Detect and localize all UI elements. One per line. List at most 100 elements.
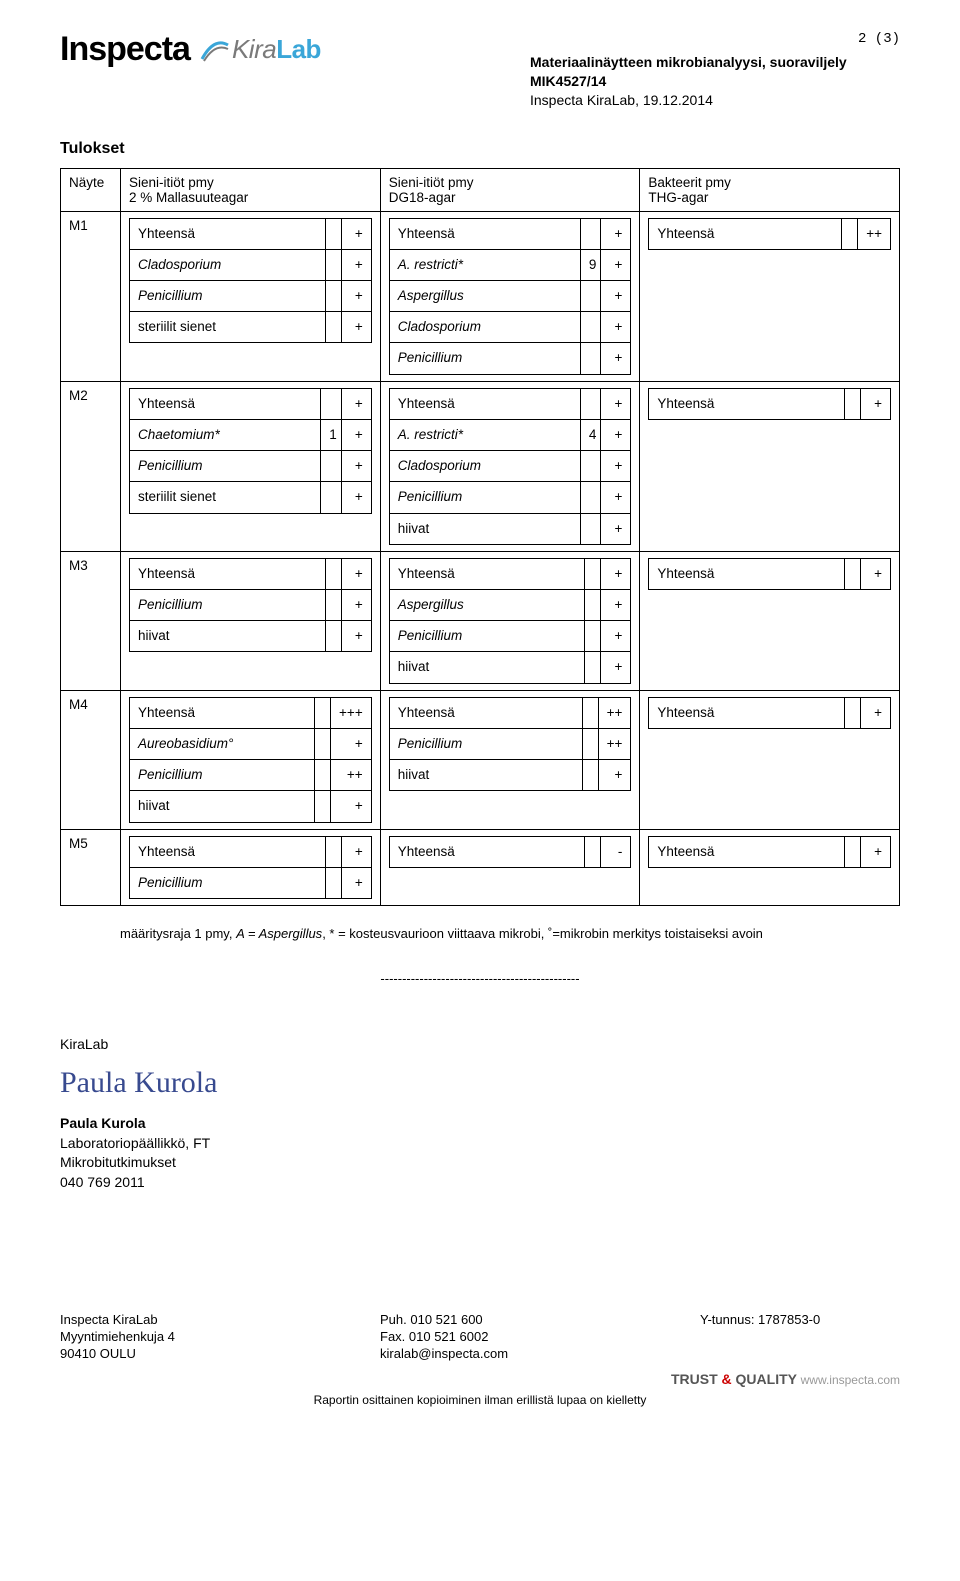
entry-value: + xyxy=(341,218,371,249)
entry-label: steriilit sienet xyxy=(129,312,325,343)
entry-value: + xyxy=(601,513,631,544)
th-col2b: DG18-agar xyxy=(389,190,456,205)
header: Inspecta KiraLab 2 (3) Materiaalinäyttee… xyxy=(60,30,900,110)
entry-count xyxy=(580,218,601,249)
trust-url: www.inspecta.com xyxy=(801,1373,900,1387)
entry-label: Yhteensä xyxy=(389,218,580,249)
signature-image: Paula Kurola xyxy=(60,1066,900,1100)
entry-value: + xyxy=(341,867,371,898)
footer-left-1: Myyntimiehenkuja 4 xyxy=(60,1329,260,1346)
entry-value: + xyxy=(861,388,891,419)
entry-value: ++ xyxy=(858,218,891,249)
entry-label: Yhteensä xyxy=(389,836,585,867)
entry-value: + xyxy=(601,482,631,513)
entry-value: + xyxy=(601,388,631,419)
entry-label: Aureobasidium° xyxy=(129,728,314,759)
cell-c2: Yhteensä+A. restricti*9+Aspergillus+Clad… xyxy=(380,211,640,381)
entry-count xyxy=(325,218,341,249)
th-col2a: Sieni-itiöt pmy xyxy=(389,175,474,190)
entry-count xyxy=(325,281,341,312)
entry-value: + xyxy=(598,760,631,791)
cell-c1: Yhteensä+Penicillium+ xyxy=(120,829,380,905)
entry-count xyxy=(580,388,601,419)
entry-count xyxy=(580,281,601,312)
entry-count xyxy=(582,697,598,728)
entry-count xyxy=(315,760,331,791)
entry-label: Chaetomium* xyxy=(129,419,320,450)
footnote-rest: , * = kosteusvaurioon viittaava mikrobi,… xyxy=(322,926,763,941)
entry-count xyxy=(580,312,601,343)
table-row: M4Yhteensä+++Aureobasidium°+Penicillium+… xyxy=(61,690,900,829)
th-col3a: Bakteerit pmy xyxy=(648,175,731,190)
signer-name: Paula Kurola xyxy=(60,1114,900,1134)
cell-c2: Yhteensä- xyxy=(380,829,640,905)
entry-count xyxy=(315,697,331,728)
entry-label: Penicillium xyxy=(389,343,580,374)
entry-label: hiivat xyxy=(389,760,582,791)
th-col3b: THG-agar xyxy=(648,190,708,205)
table-header-row: Näyte Sieni-itiöt pmy 2 % Mallasuuteagar… xyxy=(61,168,900,211)
footer-left-2: 90410 OULU xyxy=(60,1346,260,1363)
table-row: M2Yhteensä+Chaetomium*1+Penicillium+ster… xyxy=(61,381,900,551)
cell-c3: Yhteensä+ xyxy=(640,690,900,829)
entry-count xyxy=(321,482,342,513)
trust-b: QUALITY xyxy=(732,1371,797,1387)
doc-title-3: Inspecta KiraLab, 19.12.2014 xyxy=(530,91,900,110)
entry-value: + xyxy=(341,482,371,513)
entry-count xyxy=(585,836,601,867)
entry-count xyxy=(585,621,601,652)
cell-c1: Yhteensä+Chaetomium*1+Penicillium+sterii… xyxy=(120,381,380,551)
footer-mid-2: kiralab@inspecta.com xyxy=(380,1346,580,1363)
entry-label: Yhteensä xyxy=(129,697,314,728)
sample-id: M5 xyxy=(61,829,121,905)
logo-inspecta: Inspecta xyxy=(60,30,190,69)
entry-value: + xyxy=(341,312,371,343)
entry-label: hiivat xyxy=(389,652,585,683)
entry-label: Yhteensä xyxy=(649,697,845,728)
entry-count: 9 xyxy=(580,249,601,280)
sample-id: M1 xyxy=(61,211,121,381)
sample-id: M2 xyxy=(61,381,121,551)
th-col2: Sieni-itiöt pmy DG18-agar xyxy=(380,168,640,211)
entry-label: hiivat xyxy=(129,621,325,652)
cell-c2: Yhteensä++Penicillium++hiivat+ xyxy=(380,690,640,829)
entry-value: + xyxy=(341,281,371,312)
entry-label: Cladosporium xyxy=(129,249,325,280)
entry-count xyxy=(580,513,601,544)
table-row: M5Yhteensä+Penicillium+Yhteensä-Yhteensä… xyxy=(61,829,900,905)
entry-count xyxy=(585,558,601,589)
footnote-italic: A = Aspergillus xyxy=(236,926,322,941)
kiralab-swoosh-icon xyxy=(200,35,230,65)
cell-c3: Yhteensä++ xyxy=(640,211,900,381)
th-col1b: 2 % Mallasuuteagar xyxy=(129,190,248,205)
entry-label: Cladosporium xyxy=(389,451,580,482)
entry-label: steriilit sienet xyxy=(129,482,320,513)
footer-mid-1: Fax. 010 521 6002 xyxy=(380,1329,580,1346)
entry-count: 1 xyxy=(321,419,342,450)
entry-count xyxy=(580,451,601,482)
entry-count xyxy=(845,697,861,728)
entry-label: Penicillium xyxy=(129,589,325,620)
entry-value: + xyxy=(341,419,371,450)
entry-value: + xyxy=(861,558,891,589)
footer-left-0: Inspecta KiraLab xyxy=(60,1312,260,1329)
entry-count xyxy=(325,621,341,652)
entry-count xyxy=(325,249,341,280)
entry-label: Penicillium xyxy=(389,621,585,652)
entry-count xyxy=(325,558,341,589)
entry-count xyxy=(842,218,858,249)
entry-value: ++ xyxy=(598,728,631,759)
footer: Inspecta KiraLab Myyntimiehenkuja 4 9041… xyxy=(60,1312,900,1363)
entry-value: - xyxy=(601,836,631,867)
entry-label: Yhteensä xyxy=(129,558,325,589)
entry-label: Penicillium xyxy=(389,482,580,513)
entry-label: Penicillium xyxy=(389,728,582,759)
entry-label: hiivat xyxy=(389,513,580,544)
cell-c2: Yhteensä+A. restricti*4+Cladosporium+Pen… xyxy=(380,381,640,551)
entry-label: hiivat xyxy=(129,791,314,822)
entry-value: ++ xyxy=(331,760,372,791)
page-number: 2 (3) xyxy=(530,30,900,49)
entry-value: + xyxy=(601,312,631,343)
th-col1: Sieni-itiöt pmy 2 % Mallasuuteagar xyxy=(120,168,380,211)
footnote: määritysraja 1 pmy, A = Aspergillus, * =… xyxy=(120,926,900,941)
